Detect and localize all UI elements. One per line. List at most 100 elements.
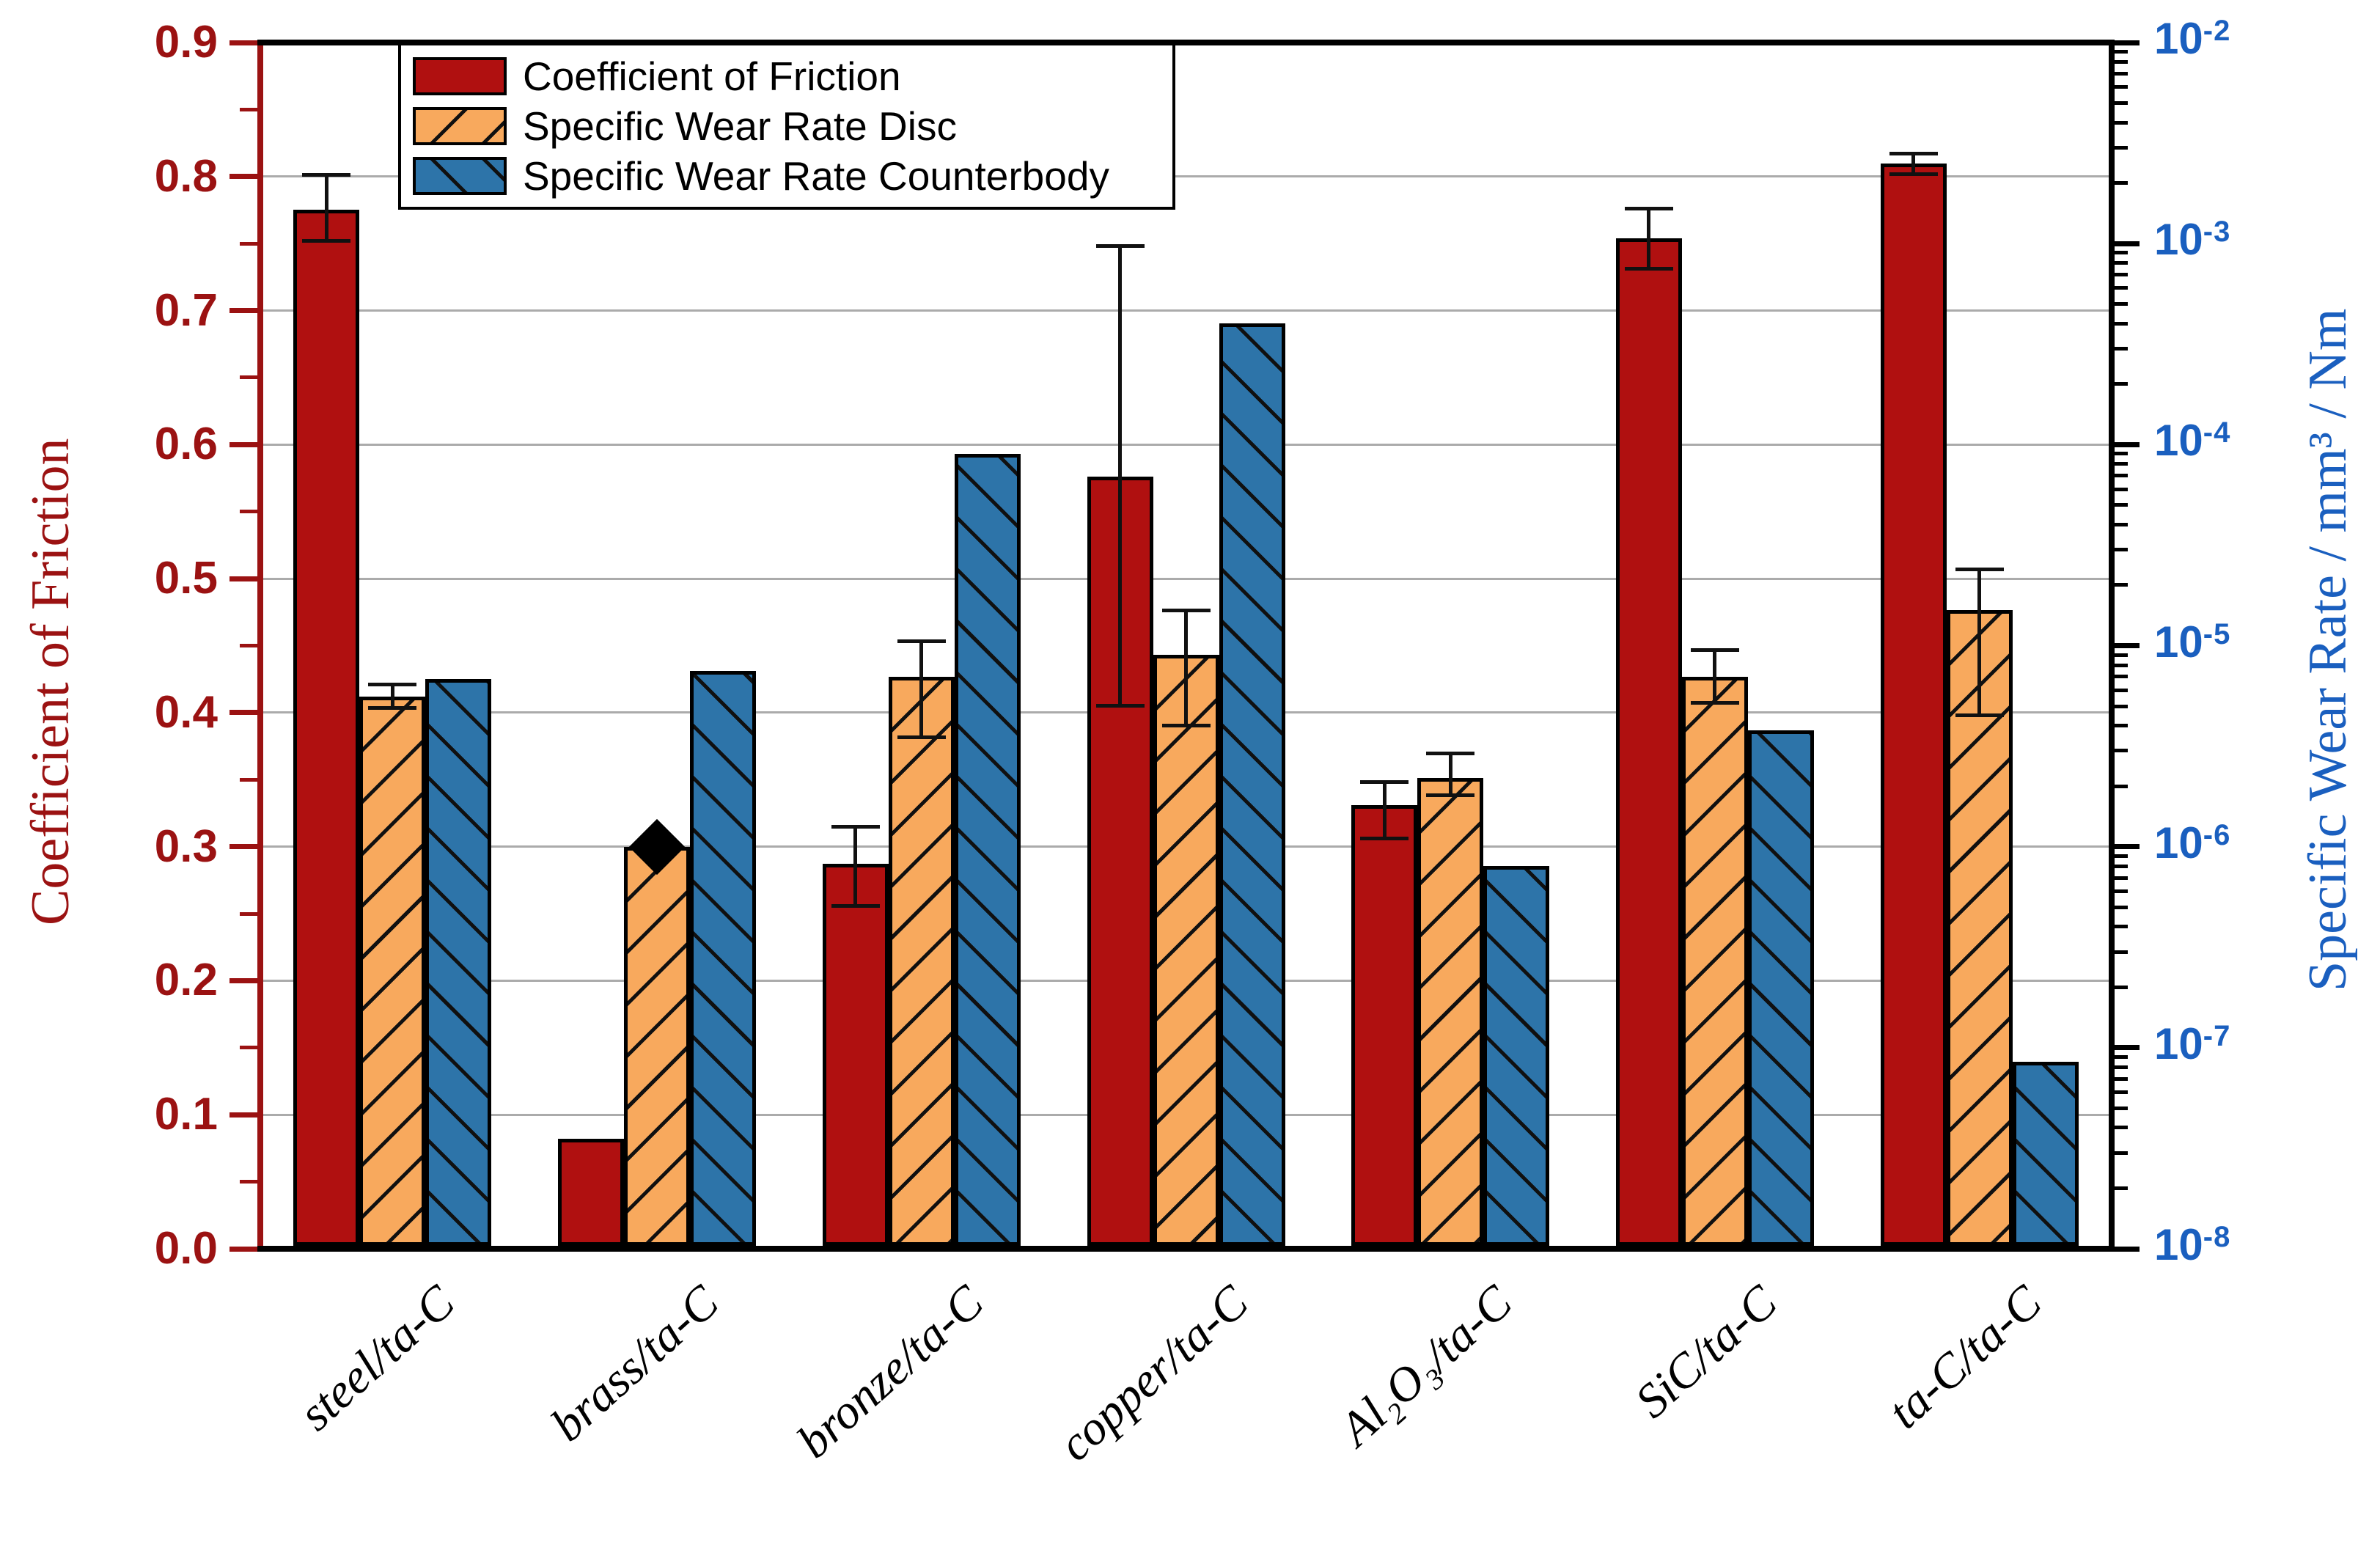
- right-axis-minor-tick: [2112, 487, 2128, 491]
- bar: [1351, 805, 1418, 1246]
- legend-item: Specific Wear Rate Counterbody: [413, 155, 1161, 197]
- error-bar-cap-bottom: [1360, 837, 1409, 841]
- right-axis-minor-tick: [2112, 474, 2128, 478]
- left-axis-tick-label: 0.2: [154, 955, 218, 1006]
- bar: [888, 676, 955, 1246]
- error-bar-cap-top: [1161, 608, 1211, 612]
- right-axis-minor-tick: [2112, 1106, 2128, 1110]
- right-axis-minor-tick: [2112, 261, 2128, 265]
- left-axis-major-tick: [229, 174, 257, 180]
- right-axis-spine: [2109, 43, 2115, 1252]
- error-bar-line: [324, 175, 328, 241]
- right-axis-minor-tick: [2112, 522, 2128, 526]
- left-axis-title: Coefficient of Friction: [21, 438, 81, 925]
- left-axis-major-tick: [229, 977, 257, 983]
- left-axis-tick-label: 0.9: [154, 17, 218, 67]
- right-axis-minor-tick: [2112, 251, 2128, 255]
- right-axis-minor-tick: [2112, 503, 2128, 507]
- right-axis-minor-tick: [2112, 724, 2128, 728]
- left-axis-major-tick: [229, 710, 257, 716]
- right-axis-minor-tick: [2112, 347, 2128, 351]
- right-axis-minor-tick: [2112, 1126, 2128, 1130]
- right-axis-minor-tick: [2112, 653, 2128, 657]
- error-bar-cap-top: [368, 683, 417, 687]
- right-axis-minor-tick: [2112, 1076, 2128, 1081]
- error-bar-cap-top: [831, 824, 880, 829]
- bar: [1219, 323, 1285, 1246]
- right-axis-minor-tick: [2112, 1090, 2128, 1095]
- error-bar-cap-bottom: [1889, 172, 1938, 176]
- x-category-label: bronze/ta-C: [787, 1275, 993, 1469]
- error-bar-cap-bottom: [302, 239, 351, 243]
- left-axis-major-tick: [229, 576, 257, 581]
- left-axis-minor-tick: [240, 375, 257, 380]
- left-axis-tick-label: 0.8: [154, 150, 218, 202]
- error-bar-cap-top: [1955, 567, 2004, 571]
- left-axis-major-tick: [229, 1246, 257, 1252]
- right-axis-major-tick: [2112, 643, 2140, 648]
- x-category-label: ta-C/ta-C: [1877, 1275, 2052, 1439]
- error-bar-cap-top: [1889, 152, 1938, 156]
- bar: [1483, 866, 1550, 1246]
- legend-label: Coefficient of Friction: [523, 53, 901, 99]
- right-axis-minor-tick: [2112, 181, 2128, 186]
- x-category-label: brass/ta-C: [541, 1275, 730, 1452]
- left-axis-major-tick: [229, 844, 257, 850]
- left-axis-major-tick: [229, 1112, 257, 1118]
- left-axis-major-tick: [229, 441, 257, 447]
- left-axis-minor-tick: [240, 510, 257, 514]
- left-axis-minor-tick: [240, 1180, 257, 1184]
- error-bar-cap-top: [302, 173, 351, 177]
- left-axis-tick-label: 0.6: [154, 419, 218, 470]
- right-axis-minor-tick: [2112, 1054, 2128, 1059]
- right-axis-minor-tick: [2112, 688, 2128, 692]
- left-axis-spine: [257, 43, 263, 1252]
- right-axis-minor-tick: [2112, 985, 2128, 989]
- bar: [1153, 655, 1219, 1246]
- x-category-label: Al₂O₃/ta-C: [1329, 1275, 1523, 1456]
- legend: Coefficient of Friction Specific Wear Rat…: [398, 43, 1175, 210]
- right-axis-major-tick: [2112, 40, 2140, 45]
- error-bar-line: [390, 684, 394, 708]
- gridline: [260, 443, 2112, 446]
- right-axis-tick-label: 10-2: [2154, 14, 2231, 63]
- bottom-axis-spine: [257, 1246, 2115, 1252]
- right-axis-minor-tick: [2112, 889, 2128, 893]
- right-axis-minor-tick: [2112, 925, 2128, 929]
- error-bar-line: [1713, 650, 1717, 703]
- error-bar-line: [1977, 569, 1982, 716]
- bar: [293, 210, 360, 1246]
- error-bar-cap-bottom: [1426, 793, 1475, 798]
- right-axis-minor-tick: [2112, 864, 2128, 868]
- left-axis-minor-tick: [240, 107, 257, 111]
- error-bar-cap-top: [1360, 780, 1409, 785]
- bar: [2012, 1062, 2079, 1246]
- error-bar-cap-bottom: [1955, 713, 2004, 718]
- bar: [425, 679, 492, 1246]
- right-axis-minor-tick: [2112, 452, 2128, 456]
- bar: [1615, 238, 1682, 1246]
- left-axis-tick-label: 0.0: [154, 1223, 218, 1274]
- error-bar-cap-top: [1624, 207, 1673, 211]
- right-axis-tick-label: 10-7: [2154, 1019, 2231, 1068]
- x-category-label: steel/ta-C: [288, 1275, 465, 1441]
- error-bar-line: [1911, 153, 1916, 175]
- error-bar-cap-bottom: [897, 735, 946, 739]
- left-axis-tick-label: 0.5: [154, 553, 218, 604]
- right-axis-minor-tick: [2112, 71, 2128, 76]
- right-axis-major-tick: [2112, 844, 2140, 850]
- bar: [690, 670, 757, 1246]
- gridline: [260, 309, 2112, 312]
- error-bar-cap-bottom: [1095, 704, 1145, 708]
- right-axis-minor-tick: [2112, 60, 2128, 65]
- right-axis-minor-tick: [2112, 321, 2128, 326]
- error-bar-cap-bottom: [831, 903, 880, 908]
- legend-swatch-cof: [413, 57, 507, 95]
- right-axis-minor-tick: [2112, 950, 2128, 954]
- legend-label: Specific Wear Rate Disc: [523, 103, 957, 149]
- right-axis-title: Specific Wear Rate / mm³ / Nm: [2298, 308, 2358, 991]
- error-bar-cap-bottom: [1690, 700, 1739, 705]
- right-axis-major-tick: [2112, 1045, 2140, 1051]
- error-bar-cap-top: [1426, 752, 1475, 756]
- left-axis-minor-tick: [240, 241, 257, 246]
